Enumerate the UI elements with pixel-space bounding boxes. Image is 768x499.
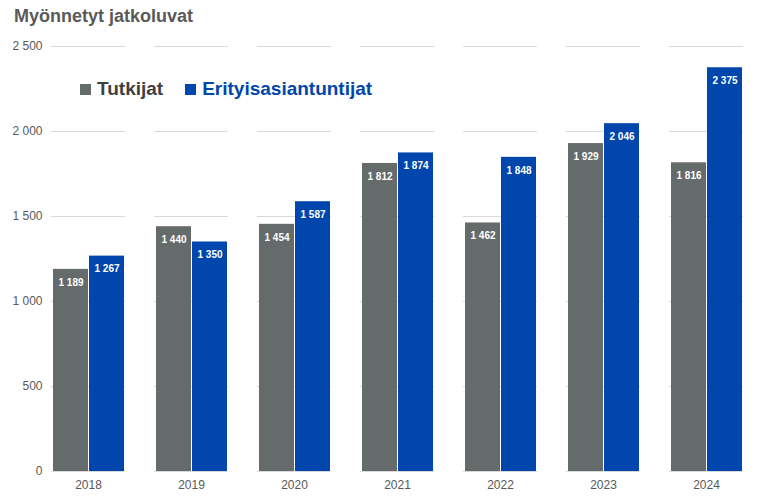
svg-text:2018: 2018 [75,478,102,492]
svg-text:1 000: 1 000 [12,294,42,308]
html-text:Myönnetyt jatkoluvat: Myönnetyt jatkoluvat [14,6,193,26]
svg-text:1 189: 1 189 [58,277,83,288]
svg-text:1 874: 1 874 [403,160,428,171]
svg-text:500: 500 [22,379,42,393]
svg-text:2019: 2019 [178,478,205,492]
svg-text:2022: 2022 [487,478,514,492]
svg-text:1 848: 1 848 [506,165,531,176]
svg-text:2023: 2023 [590,478,617,492]
svg-text:2020: 2020 [281,478,308,492]
svg-text:1 454: 1 454 [264,232,289,243]
html-text:Tutkijat: Tutkijat [97,78,164,99]
svg-text:2024: 2024 [693,478,720,492]
svg-text:1 350: 1 350 [197,249,222,260]
svg-text:1 812: 1 812 [367,171,392,182]
svg-text:0: 0 [36,464,43,478]
svg-text:1 500: 1 500 [12,209,42,223]
svg-text:1 929: 1 929 [573,151,598,162]
svg-text:2 046: 2 046 [609,131,634,142]
svg-text:2021: 2021 [384,478,411,492]
svg-text:2 000: 2 000 [12,124,42,138]
svg-text:1 267: 1 267 [94,263,119,274]
html-text:Erityisasiantuntijat: Erityisasiantuntijat [202,78,373,99]
svg-text:1 816: 1 816 [676,170,701,181]
svg-text:2 500: 2 500 [12,39,42,53]
svg-text:1 587: 1 587 [300,209,325,220]
svg-text:2 375: 2 375 [712,75,737,86]
svg-text:1 440: 1 440 [161,234,186,245]
svg-text:1 462: 1 462 [470,230,495,241]
